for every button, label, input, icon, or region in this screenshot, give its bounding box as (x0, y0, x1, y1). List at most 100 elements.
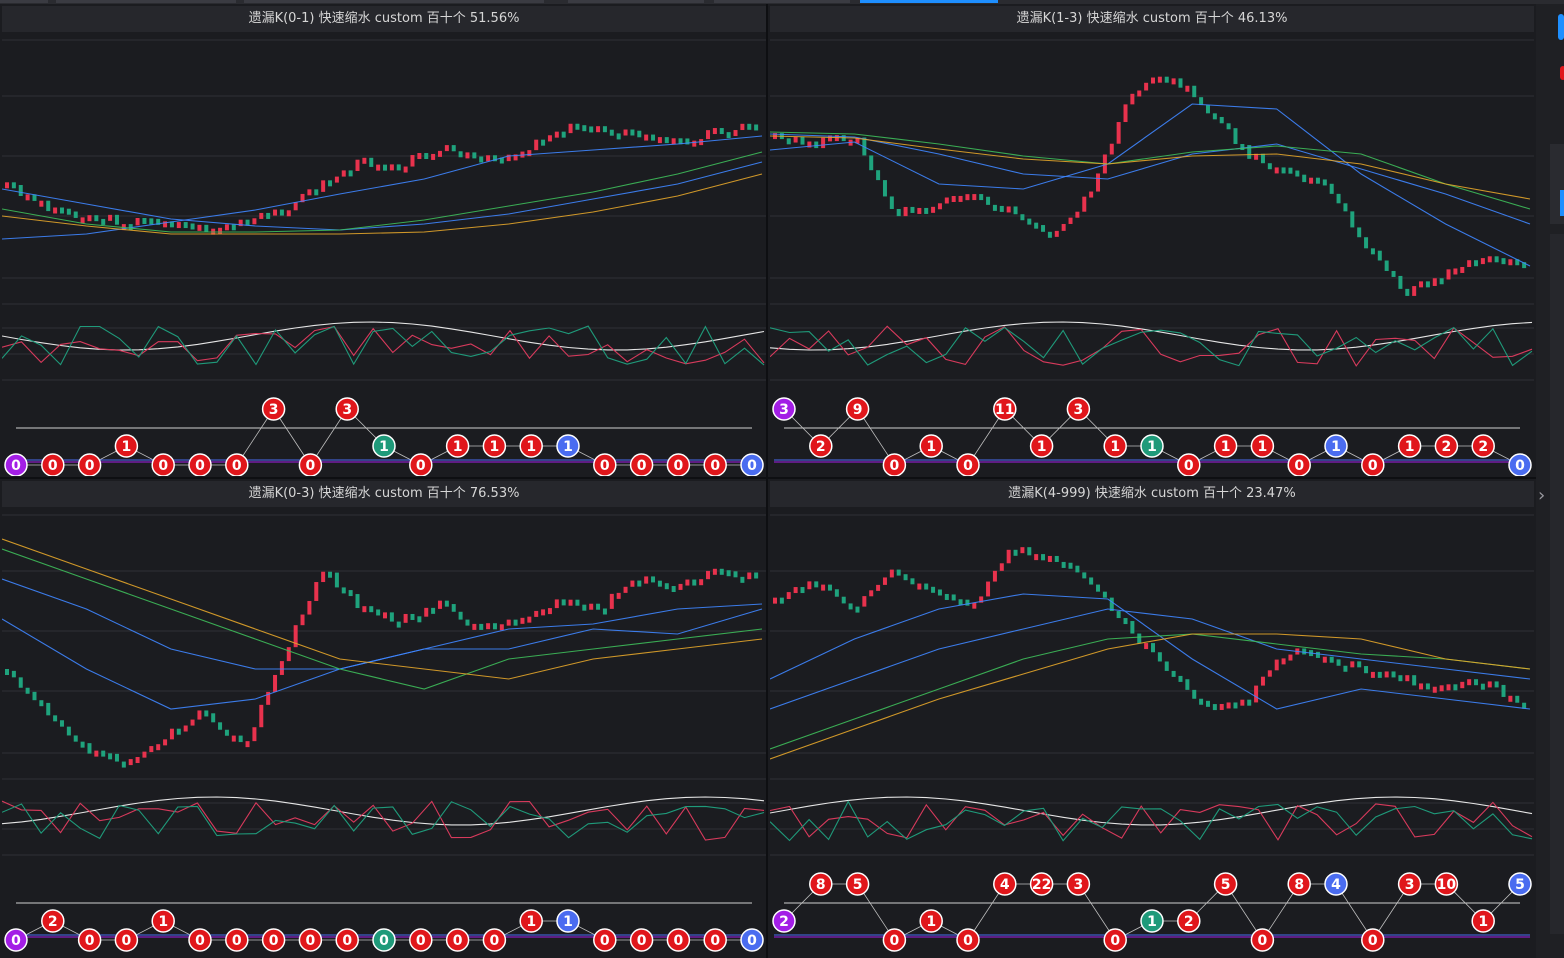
candle (410, 613, 415, 620)
candle (458, 611, 463, 620)
badge-circle (77, 453, 102, 476)
count-badge: 0 (261, 928, 286, 952)
badge-label: 0 (747, 933, 757, 949)
badge-circle (1029, 434, 1054, 458)
candle (169, 728, 174, 740)
candle (596, 126, 601, 133)
tab-1[interactable] (0, 0, 48, 3)
candle (1343, 203, 1348, 212)
candle (1212, 704, 1217, 711)
candle (183, 222, 188, 229)
sidebar-toggle[interactable] (1560, 190, 1564, 216)
badge-circle (1066, 397, 1091, 421)
candle (1419, 281, 1424, 288)
badge-circle (298, 453, 323, 476)
badge-circle (519, 909, 543, 933)
badge-label: 5 (1515, 877, 1525, 893)
candle (821, 137, 826, 149)
candle (747, 123, 752, 130)
tab-2[interactable] (56, 0, 236, 3)
candle (32, 691, 37, 701)
count-badge: 0 (956, 453, 980, 476)
candle (754, 124, 759, 131)
badge-circle (1434, 434, 1459, 458)
candle (616, 592, 621, 599)
candle (479, 623, 484, 630)
candle (1020, 547, 1025, 554)
badge-label: 1 (122, 439, 132, 455)
candle (999, 205, 1004, 212)
count-badge: 0 (188, 928, 212, 952)
badge-label: 2 (816, 439, 826, 455)
candle (1020, 214, 1025, 221)
count-badge: 0 (703, 453, 727, 476)
count-badge: 0 (1361, 928, 1385, 952)
oscillator-line (2, 325, 765, 365)
badge-label: 3 (1074, 877, 1084, 893)
tab-active[interactable] (860, 0, 998, 3)
horizontal-divider[interactable] (0, 477, 1536, 479)
chevron-right-icon[interactable]: › (1538, 485, 1546, 506)
count-badge: 0 (593, 453, 617, 476)
badge-circle (1140, 434, 1164, 458)
count-badge: 0 (666, 928, 691, 952)
badge-circle (114, 434, 139, 458)
candle (992, 204, 997, 211)
badge-circle (882, 453, 907, 476)
count-badge: 3 (1066, 872, 1091, 896)
candle (1274, 167, 1279, 174)
kline-chart[interactable]: 0 0 0 1 0 0 0 3 0 3 1 0 1 1 1 1 0 0 0 0 0 (2, 6, 766, 476)
candle (1089, 577, 1094, 585)
chart-panel-1-3[interactable]: 遗漏K(1-3) 快速缩水 custom 百十个 46.13% 3 2 9 0 1 0 11… (770, 6, 1534, 476)
candle (630, 580, 635, 587)
tab-4[interactable] (568, 0, 704, 3)
count-badge: 1 (1324, 434, 1348, 458)
badge-label: 0 (379, 933, 389, 949)
badge-circle (4, 928, 28, 952)
sidebar-button[interactable] (1558, 14, 1564, 40)
count-badge: 4 (993, 872, 1017, 896)
badge-label: 0 (11, 458, 21, 474)
candle (451, 145, 456, 152)
tab-3[interactable] (244, 0, 544, 3)
tab-5[interactable] (714, 0, 850, 3)
badge-circle (445, 928, 470, 952)
count-badge: 2 (1177, 909, 1201, 933)
candle (1487, 256, 1492, 263)
badge-label: 0 (490, 933, 500, 949)
count-badge: 0 (409, 453, 433, 476)
candle (389, 612, 394, 622)
candle (1006, 549, 1011, 564)
count-badge: 3 (1397, 872, 1422, 896)
candle (149, 746, 154, 753)
candle (944, 197, 949, 204)
candle (465, 619, 470, 626)
kline-chart[interactable]: 0 2 0 0 1 0 0 0 0 0 0 0 0 0 1 1 0 0 0 0 0 (2, 481, 766, 958)
count-badge: 0 (882, 453, 907, 476)
candle (1425, 683, 1430, 690)
candle (1419, 683, 1424, 690)
badge-circle (188, 928, 212, 952)
candle (671, 586, 676, 593)
candle (1054, 230, 1059, 237)
candle (1061, 223, 1066, 231)
count-badge: 0 (629, 453, 654, 476)
count-badge: 0 (1103, 928, 1127, 952)
badge-label: 0 (637, 933, 647, 949)
candle (53, 715, 58, 722)
candle (176, 728, 181, 735)
candle (1130, 93, 1135, 105)
vertical-divider[interactable] (766, 4, 768, 958)
chart-panel-0-1[interactable]: 遗漏K(0-1) 快速缩水 custom 百十个 51.56% 0 0 0 1 0 0 0 3… (2, 6, 766, 476)
candle (410, 155, 415, 167)
candle (1315, 651, 1320, 658)
candle (541, 609, 546, 616)
candle (238, 219, 243, 227)
badge-circle (740, 453, 764, 476)
badge-label: 0 (195, 933, 205, 949)
badge-circle (845, 872, 870, 896)
